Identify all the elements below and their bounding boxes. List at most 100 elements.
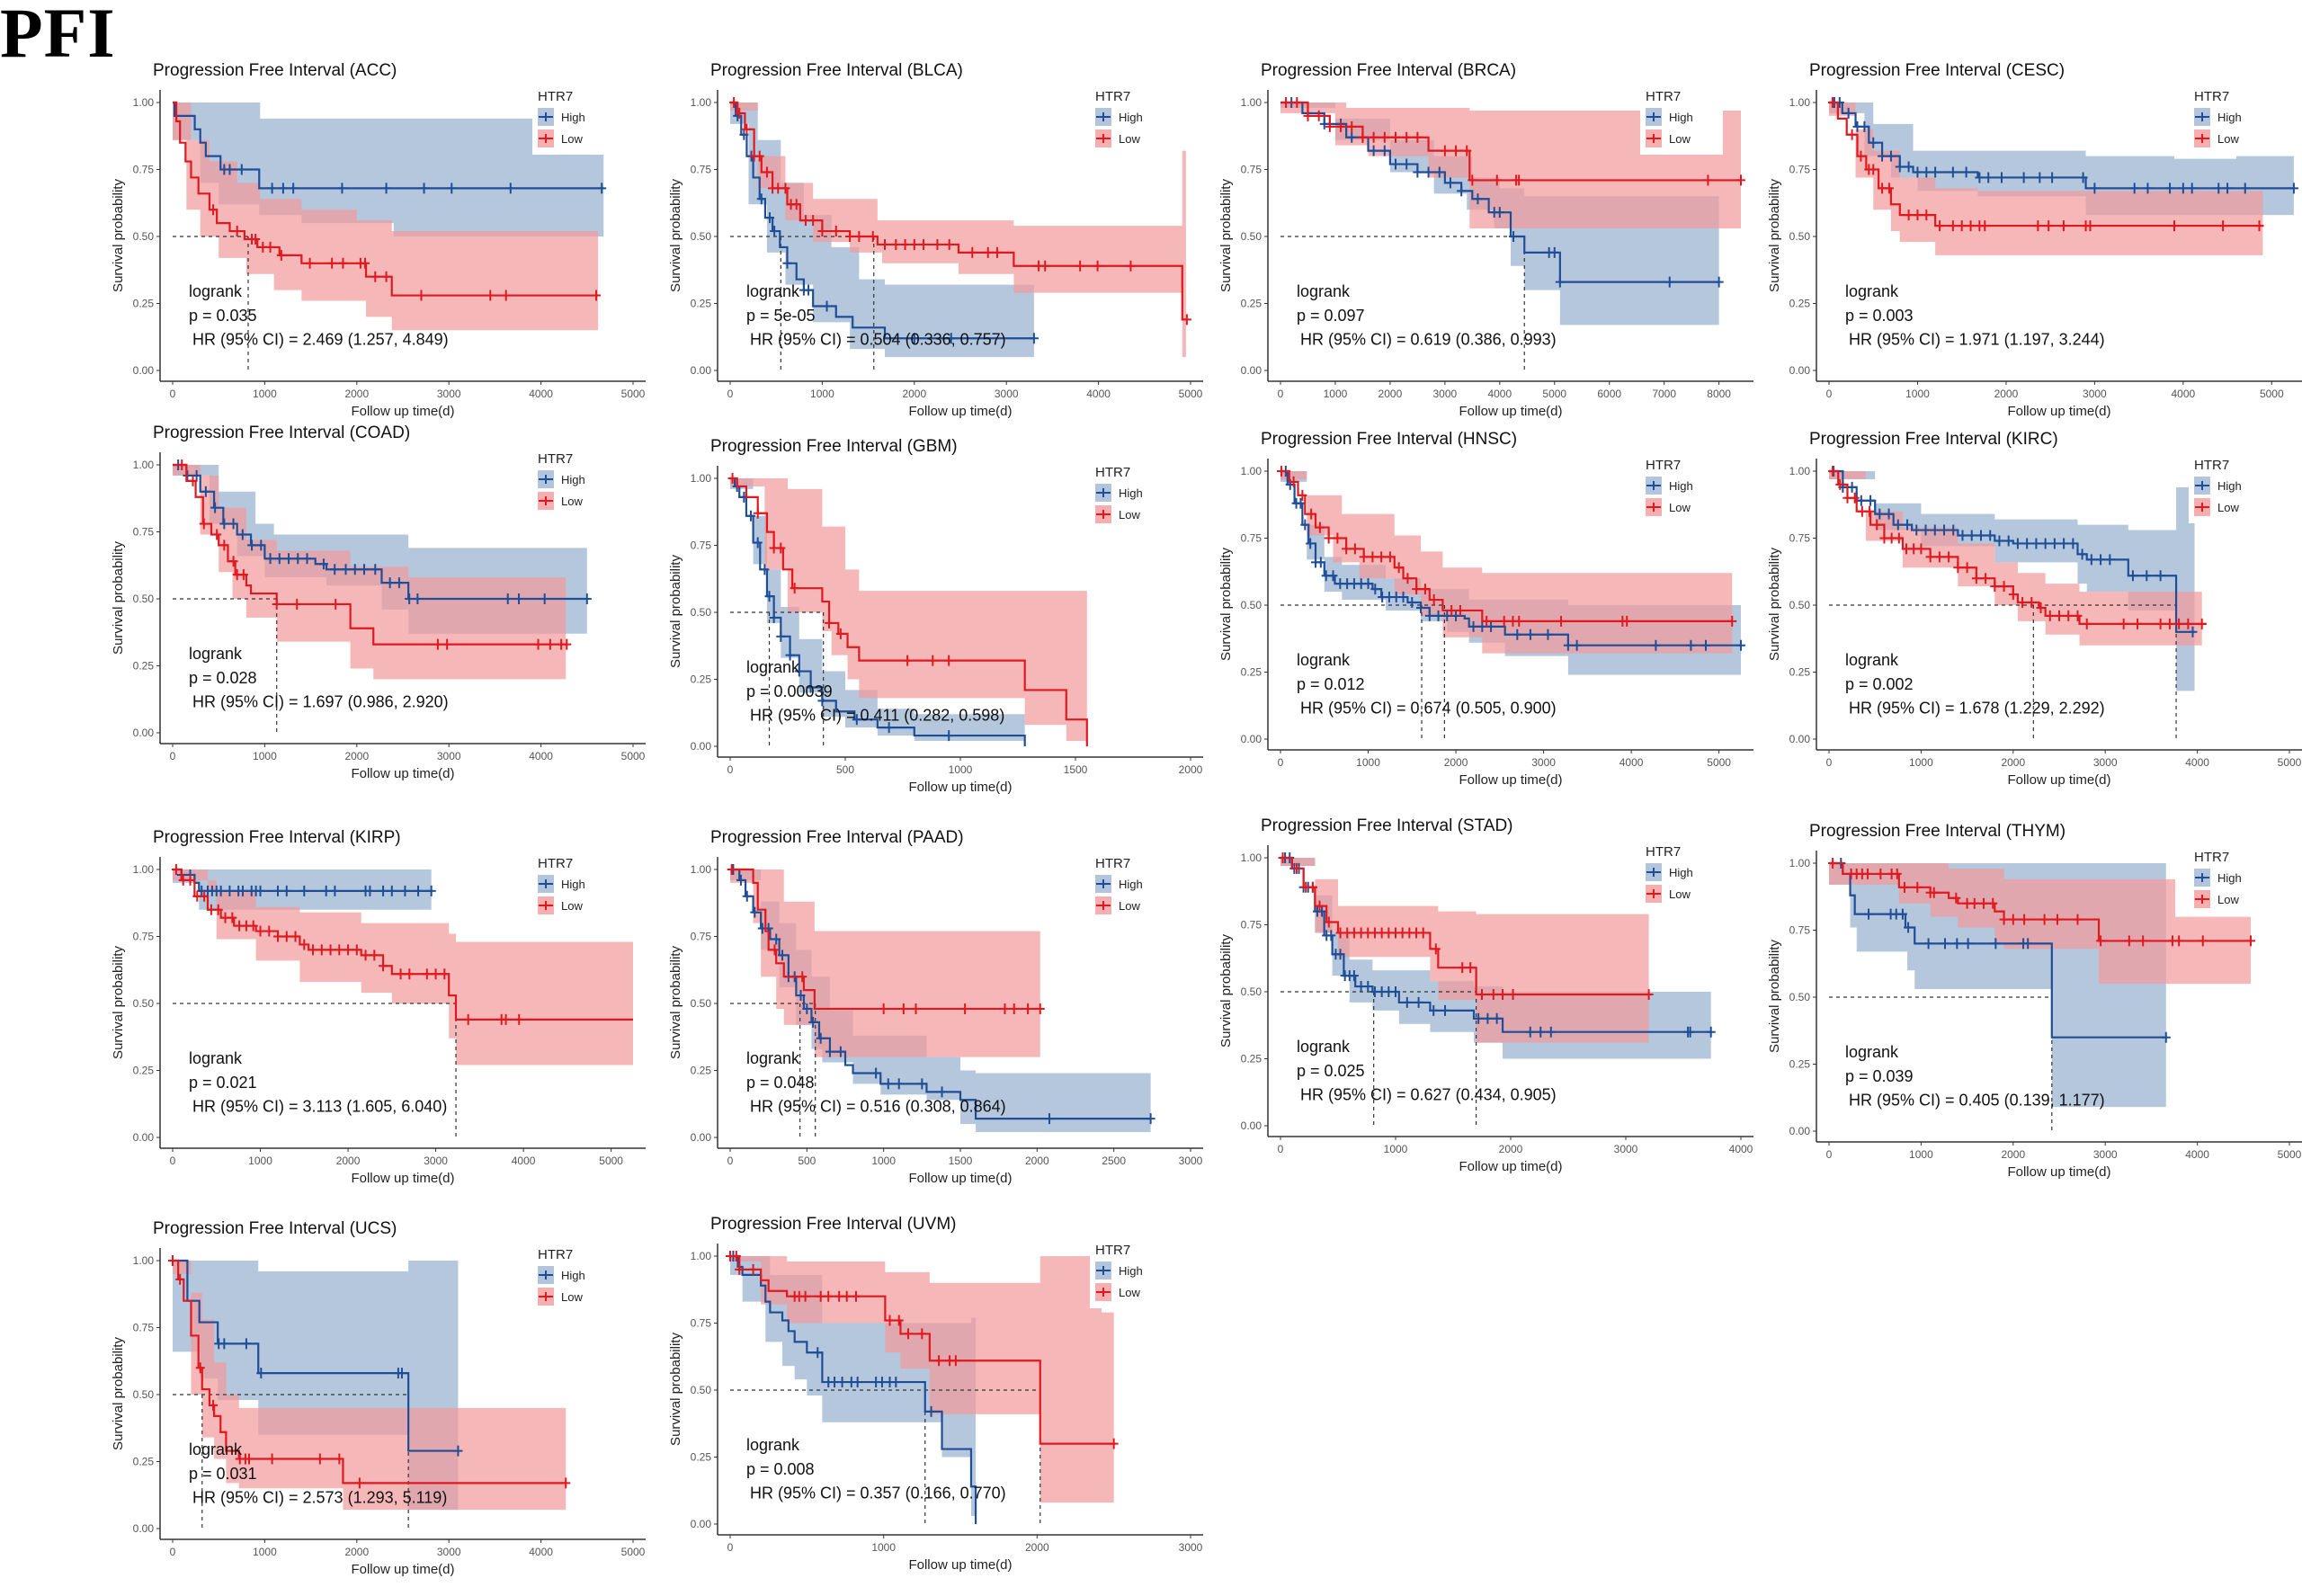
hazard-ratio-label: HR (95% CI) = 0.619 (0.386, 0.993) xyxy=(1300,331,1557,349)
x-tick-label: 1000 xyxy=(810,388,834,400)
censor-mark-high xyxy=(1923,938,1933,950)
censor-mark-high xyxy=(1483,1012,1493,1024)
y-tick-label: 0.75 xyxy=(1241,919,1263,932)
censor-mark-high xyxy=(1572,639,1582,651)
censor-mark-low xyxy=(2133,618,2143,629)
censor-mark-high xyxy=(2223,183,2233,194)
y-axis-label: Survival probability xyxy=(111,946,126,1059)
censor-mark-high xyxy=(1468,620,1478,632)
censor-mark-low xyxy=(1350,543,1360,555)
censor-mark-low xyxy=(1315,522,1325,533)
censor-mark-high xyxy=(891,1377,901,1388)
censor-mark-low xyxy=(2082,618,2092,629)
censor-mark-low xyxy=(244,1453,254,1465)
censor-mark-low xyxy=(903,1328,913,1340)
y-axis-label: Survival probability xyxy=(1218,548,1234,661)
censor-mark-low xyxy=(748,1263,758,1275)
censor-mark-high xyxy=(540,593,549,604)
x-tick-label: 2000 xyxy=(1025,1155,1049,1167)
censor-mark-high xyxy=(2161,1031,2171,1043)
censor-mark-low xyxy=(1969,897,1979,909)
censor-mark-low xyxy=(326,944,335,956)
censor-mark-high xyxy=(1398,592,1408,603)
legend-title: HTR7 xyxy=(538,1247,573,1262)
legend-label-high: High xyxy=(2217,111,2242,124)
y-tick-label: 0.00 xyxy=(1241,1119,1263,1132)
censor-mark-low xyxy=(463,1013,473,1025)
censor-mark-high xyxy=(1904,161,1914,173)
censor-mark-high xyxy=(808,1016,818,1028)
censor-mark-low xyxy=(1336,120,1346,132)
censor-mark-high xyxy=(267,183,277,194)
legend-key-low xyxy=(1096,134,1111,143)
censor-mark-high xyxy=(1895,161,1905,173)
censor-mark-low xyxy=(944,238,954,250)
x-tick-label: 1000 xyxy=(1324,388,1348,400)
y-tick-label: 0.50 xyxy=(1241,985,1263,998)
x-axis-label: Follow up time(d) xyxy=(2007,404,2110,419)
y-tick-label: 0.25 xyxy=(1789,298,1811,310)
censor-mark-high xyxy=(2188,626,2198,638)
legend-label-low: Low xyxy=(1119,132,1140,146)
censor-mark-low xyxy=(1000,1003,1010,1014)
censor-mark-high xyxy=(1486,620,1496,632)
x-tick-label: 8000 xyxy=(1707,388,1731,400)
censor-mark-high xyxy=(2128,570,2137,582)
censor-mark-high xyxy=(238,885,248,896)
censor-mark-low xyxy=(762,166,772,178)
y-tick-label: 0.25 xyxy=(133,298,155,310)
censor-mark-high xyxy=(785,649,795,661)
legend-label-high: High xyxy=(2217,871,2242,885)
censor-mark-high xyxy=(1370,584,1380,595)
p-value-label: p = 0.048 xyxy=(746,1074,815,1092)
censor-mark-low xyxy=(1342,543,1352,555)
censor-mark-high xyxy=(370,564,380,575)
censor-mark-low xyxy=(1498,988,1508,1000)
censor-mark-low xyxy=(791,199,801,210)
censor-mark-high xyxy=(582,593,592,604)
censor-mark-low xyxy=(1988,897,1998,909)
censor-mark-high xyxy=(776,630,786,642)
censor-mark-low xyxy=(1913,881,1923,893)
x-tick-label: 500 xyxy=(798,1155,816,1167)
censor-mark-low xyxy=(1431,943,1441,955)
censor-mark-low xyxy=(2073,914,2083,925)
km-panel-hnsc: Progression Free Interval (HNSC) 0.00 0.25… xyxy=(1205,424,1771,802)
censor-mark-high xyxy=(946,333,956,344)
y-tick-label: 0.00 xyxy=(133,364,155,377)
y-tick-label: 0.25 xyxy=(133,660,155,673)
legend-key-low xyxy=(2195,895,2209,904)
y-axis-label: Survival probability xyxy=(668,555,683,668)
censor-mark-low xyxy=(1736,174,1745,186)
p-value-label: p = 0.008 xyxy=(746,1460,815,1478)
censor-mark-low xyxy=(2245,935,2255,947)
km-chart-svg: Progression Free Interval (COAD) 0.00 0.25… xyxy=(111,424,646,781)
censor-mark-high xyxy=(236,164,246,175)
y-tick-label: 0.75 xyxy=(691,539,712,552)
y-tick-label: 0.25 xyxy=(1241,1053,1263,1065)
ci-band-low xyxy=(1829,471,2202,646)
censor-mark-high xyxy=(1473,193,1483,205)
censor-mark-high xyxy=(225,164,235,175)
censor-mark-high xyxy=(281,885,291,896)
censor-mark-high xyxy=(318,558,328,570)
censor-mark-low xyxy=(1276,466,1286,477)
censor-mark-low xyxy=(932,238,942,250)
x-tick-label: 1000 xyxy=(253,750,277,762)
censor-mark-low xyxy=(1899,881,1909,893)
x-tick-label: 0 xyxy=(170,388,176,400)
censor-mark-high xyxy=(1706,1026,1716,1038)
censor-mark-high xyxy=(1922,166,1932,178)
y-tick-label: 1.00 xyxy=(133,1254,155,1267)
y-axis-label: Survival probability xyxy=(1218,179,1234,292)
logrank-label: logrank xyxy=(1297,1038,1351,1056)
km-chart-svg: Progression Free Interval (UVM) 0.00 0.25 0… xyxy=(668,1215,1203,1573)
legend-title: HTR7 xyxy=(1646,89,1681,104)
censor-mark-low xyxy=(1916,543,1926,555)
legend-label-low: Low xyxy=(2217,501,2239,514)
x-tick-label: 0 xyxy=(727,763,734,776)
legend-key-high xyxy=(539,1271,553,1279)
censor-mark-low xyxy=(2119,618,2128,629)
y-tick-label: 0.75 xyxy=(1241,164,1263,176)
censor-mark-low xyxy=(911,1003,921,1014)
